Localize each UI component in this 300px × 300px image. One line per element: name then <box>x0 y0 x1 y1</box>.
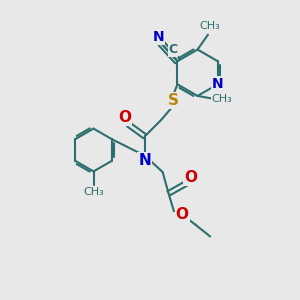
Text: C: C <box>169 43 178 56</box>
Text: N: N <box>138 154 151 169</box>
Text: CH₃: CH₃ <box>199 21 220 32</box>
Text: N: N <box>212 77 224 91</box>
Text: N: N <box>152 30 164 44</box>
Text: O: O <box>176 207 189 222</box>
Text: CH₃: CH₃ <box>212 94 232 104</box>
Text: O: O <box>184 170 197 185</box>
Text: O: O <box>118 110 131 125</box>
Text: S: S <box>167 93 178 108</box>
Text: CH₃: CH₃ <box>83 187 104 197</box>
